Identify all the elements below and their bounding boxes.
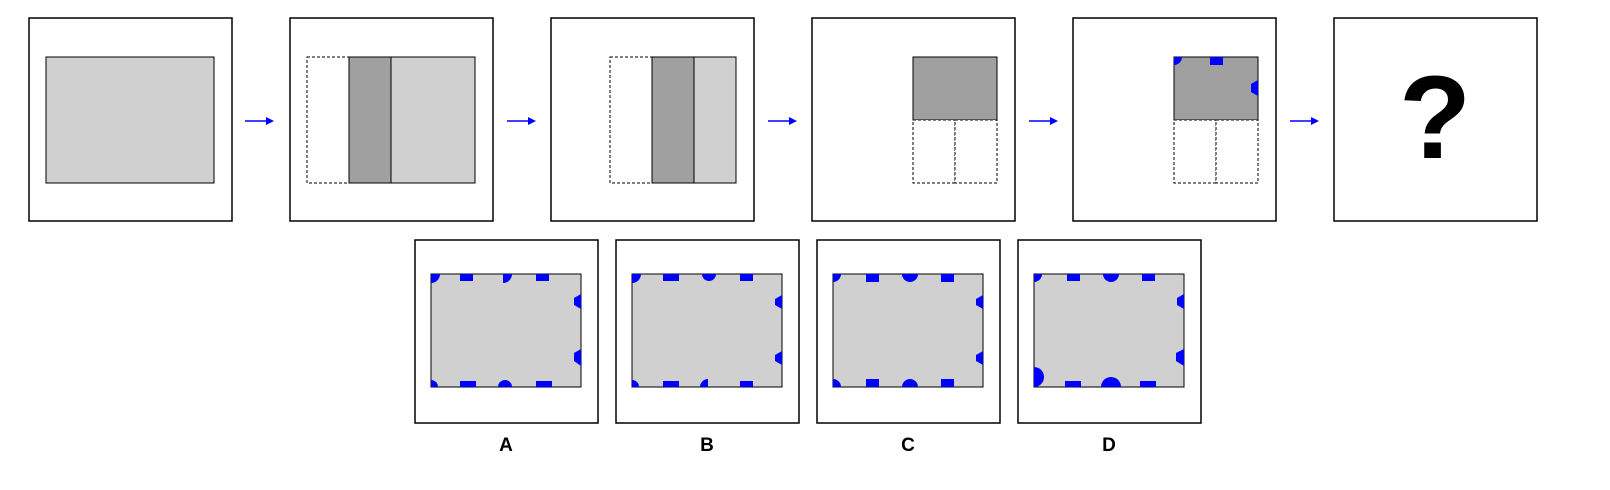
step-3-panel: [550, 17, 755, 222]
option-a[interactable]: A: [414, 239, 599, 456]
folded-out-region: [609, 56, 653, 184]
option-label: D: [1102, 435, 1116, 456]
step-4-panel: [811, 17, 1016, 222]
folded-out-region: [954, 119, 998, 184]
option-b[interactable]: B: [615, 239, 800, 456]
folded-strip: [651, 56, 695, 184]
option-label: B: [700, 435, 714, 456]
paper-remaining: [693, 56, 737, 184]
step-1-panel: [28, 17, 233, 222]
paper-sheet: [45, 56, 215, 184]
option-c[interactable]: C: [816, 239, 1001, 456]
question-mark: ?: [1399, 52, 1471, 184]
folded-strip: [348, 56, 392, 184]
folded-block: [912, 56, 998, 121]
hole-hexagon-half: [1251, 80, 1258, 96]
folded-out-region: [1215, 119, 1259, 184]
option-label: C: [901, 435, 915, 456]
option-d[interactable]: D: [1017, 239, 1202, 456]
question-panel: ?: [1333, 17, 1538, 222]
folded-out-region: [306, 56, 350, 184]
step-5-panel: [1072, 17, 1277, 222]
step-2-panel: [289, 17, 494, 222]
hole-square: [1210, 57, 1223, 65]
folded-out-region: [1173, 119, 1217, 184]
folded-out-region: [912, 119, 956, 184]
hole-half-circle: [1174, 57, 1182, 65]
paper-remaining: [390, 56, 476, 184]
option-label: A: [499, 435, 513, 456]
folded-block: [1173, 56, 1259, 121]
